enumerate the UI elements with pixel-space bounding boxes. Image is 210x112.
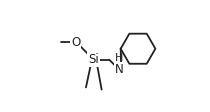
Text: O: O (71, 36, 80, 49)
Text: Si: Si (88, 53, 99, 66)
Text: H: H (115, 53, 123, 63)
Text: N: N (115, 63, 123, 76)
